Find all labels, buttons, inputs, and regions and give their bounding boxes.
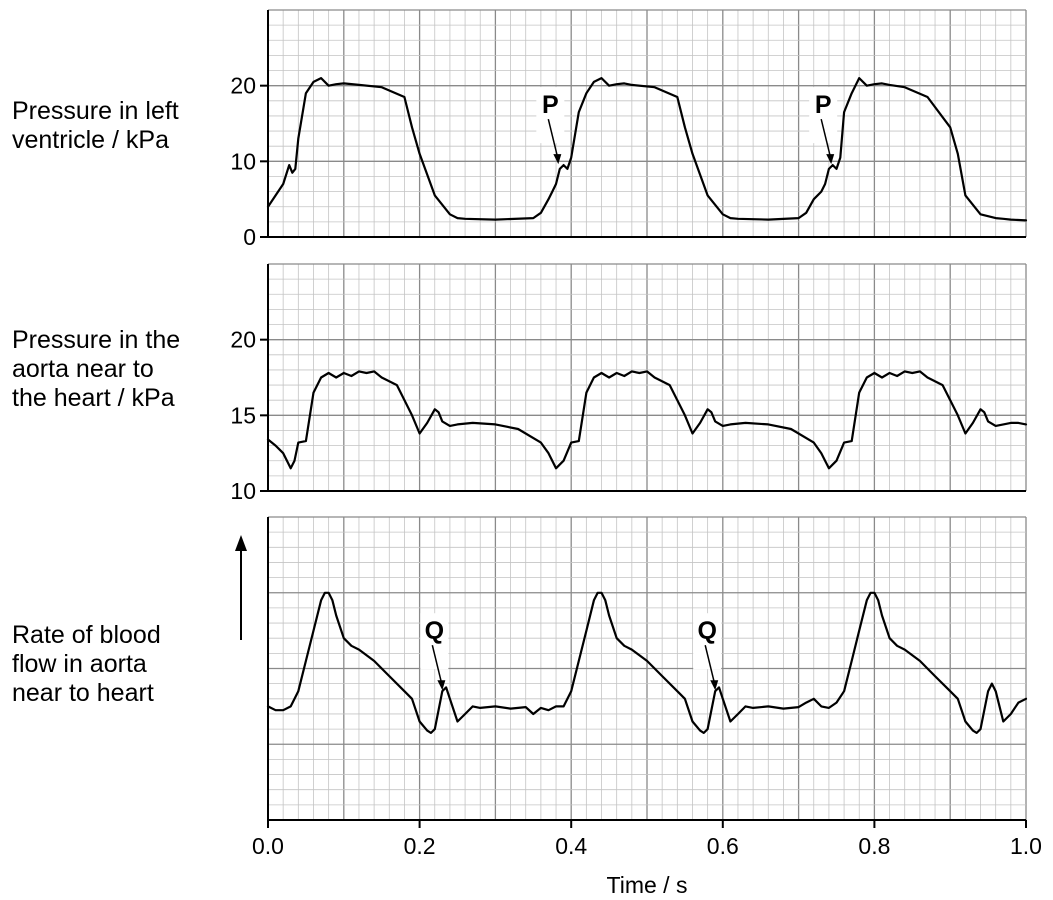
annotation-background [809, 87, 838, 144]
annotation-label-q: Q [425, 617, 444, 645]
panel-3-grid [267, 516, 1027, 821]
annotation-arrowhead [553, 154, 562, 165]
panel-3-y-label: Rate of blood flow in aorta near to hear… [12, 621, 161, 708]
panel-1: 0 10 20 P P [230, 9, 1028, 250]
annotation-arrow [547, 118, 559, 157]
annotation-arrow [704, 645, 715, 683]
x-tick-label: 1.0 [1010, 833, 1042, 859]
y-tick-label: 0 [243, 224, 256, 250]
annotation-label-p: P [815, 91, 832, 119]
panel-1-y-label-line-2: ventricle / kPa [12, 126, 170, 154]
y-axis-arrow-head [235, 535, 247, 551]
y-tick-label: 10 [230, 148, 256, 174]
panel-3-y-label-line-2: flow in aorta [12, 650, 147, 678]
annotation-background [693, 613, 722, 670]
panel-2: 10 15 20 [230, 263, 1028, 504]
x-tick-label: 0.6 [707, 833, 739, 859]
panel-3-y-label-line-3: near to heart [12, 679, 154, 707]
panel-1-series-line [266, 77, 1028, 222]
panel-1-y-label: Pressure in left ventricle / kPa [12, 97, 179, 155]
annotation-background [536, 87, 565, 144]
annotation-arrowhead [826, 154, 835, 165]
panel-3-y-label-line-1: Rate of blood [12, 621, 161, 649]
annotation-background [420, 613, 449, 670]
y-tick-label: 15 [230, 402, 256, 428]
panel-2-y-label: Pressure in the aorta near to the heart … [12, 326, 180, 413]
panel-3-series-line [266, 591, 1028, 734]
x-tick-label: 0.0 [252, 833, 284, 859]
panel-1-y-label-line-1: Pressure in left [12, 97, 179, 125]
annotation-label-p: P [542, 91, 559, 119]
annotation-label-q: Q [697, 617, 716, 645]
y-tick-label: 20 [230, 327, 256, 353]
annotation-arrowhead [437, 680, 446, 691]
panel-1-grid [267, 9, 1027, 238]
panel-2-y-label-line-3: the heart / kPa [12, 384, 175, 412]
x-tick-label: 0.2 [404, 833, 436, 859]
panel-2-y-label-line-1: Pressure in the [12, 326, 181, 354]
y-tick-label: 20 [230, 73, 256, 99]
x-tick-label: 0.8 [858, 833, 890, 859]
x-tick-label: 0.4 [555, 833, 587, 859]
y-tick-label: 10 [230, 478, 256, 504]
annotation-arrowhead [710, 680, 719, 691]
panel-2-series-line [266, 370, 1028, 470]
annotation-arrow [820, 118, 831, 157]
x-axis-label: Time / s [607, 872, 688, 898]
annotation-arrow [431, 645, 443, 683]
panel-2-y-label-line-2: aorta near to [12, 355, 154, 383]
